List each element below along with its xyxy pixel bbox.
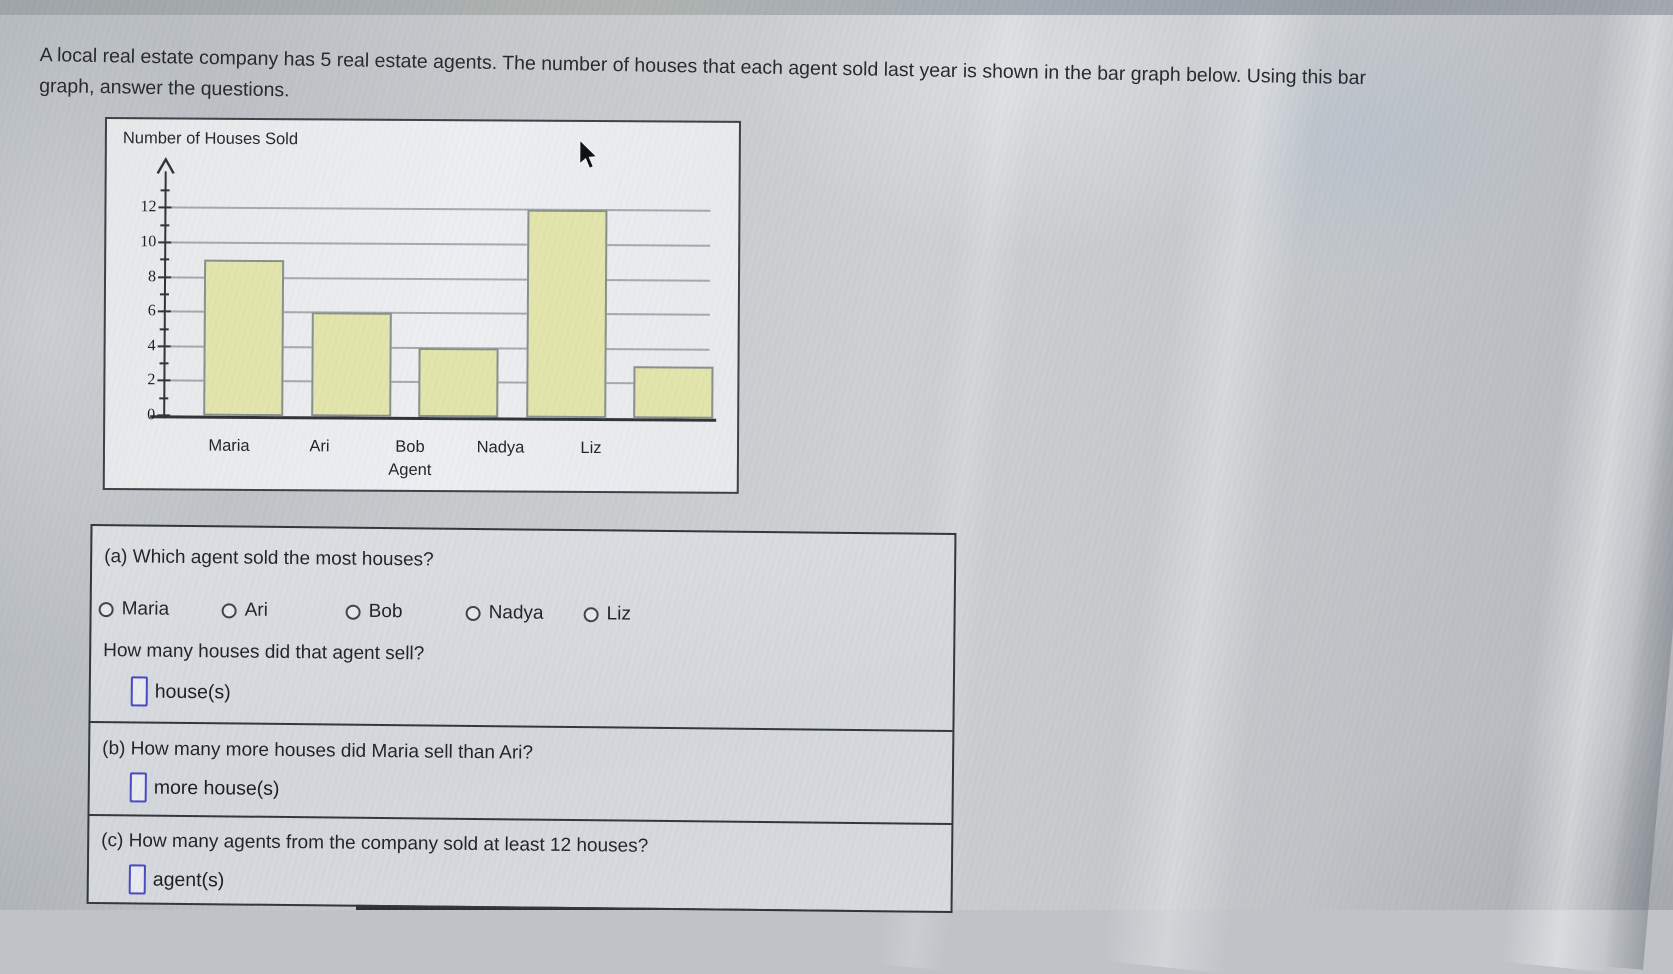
photo-top-edge	[0, 0, 1673, 15]
bar-chart-panel: Number of Houses Sold 024681012MariaAriB…	[102, 117, 742, 494]
y-axis-arrow-icon	[156, 157, 175, 175]
photo-grain-overlay	[0, 0, 1673, 910]
mouse-cursor-icon	[579, 138, 599, 170]
bar-chart-plot: 024681012MariaAriBobAgentNadyaLiz	[105, 119, 739, 492]
